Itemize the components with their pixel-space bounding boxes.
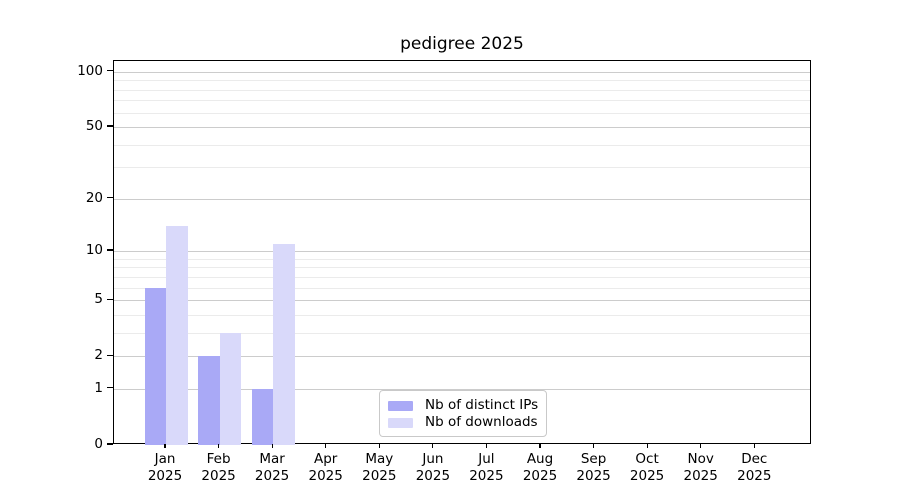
grid-line-minor bbox=[114, 167, 810, 169]
x-tick-mark bbox=[164, 444, 166, 448]
bar-downloads bbox=[273, 244, 295, 445]
legend-item-downloads: Nb of downloads bbox=[388, 414, 538, 431]
x-tick-label: Jul 2025 bbox=[456, 451, 516, 485]
x-tick-mark bbox=[325, 444, 327, 448]
legend-swatch-downloads bbox=[388, 417, 413, 428]
grid-line-minor bbox=[114, 89, 810, 91]
x-tick-month: Jan bbox=[154, 451, 176, 467]
x-tick-month: Feb bbox=[206, 451, 231, 467]
grid-line-minor bbox=[114, 276, 810, 278]
grid-line-major bbox=[114, 300, 810, 302]
y-tick-label: 1 bbox=[94, 379, 103, 396]
grid-line-minor bbox=[114, 314, 810, 316]
y-tick-mark bbox=[107, 125, 113, 127]
x-tick-year: 2025 bbox=[737, 468, 772, 484]
grid-line-major bbox=[114, 127, 810, 128]
y-tick-mark bbox=[107, 298, 113, 300]
legend: Nb of distinct IPs Nb of downloads bbox=[379, 390, 547, 437]
x-tick-year: 2025 bbox=[415, 468, 451, 484]
x-tick-year: 2025 bbox=[522, 468, 558, 484]
grid-line-minor bbox=[114, 287, 810, 289]
x-tick-year: 2025 bbox=[683, 468, 718, 484]
legend-label: Nb of distinct IPs bbox=[425, 397, 539, 413]
x-tick-year: 2025 bbox=[254, 468, 290, 484]
x-tick-mark bbox=[646, 444, 648, 448]
bar-downloads bbox=[166, 226, 188, 445]
x-tick-label: Jan 2025 bbox=[135, 451, 195, 485]
y-tick-label: 5 bbox=[94, 291, 103, 308]
grid-line-major bbox=[114, 71, 810, 73]
x-tick-month: Jun bbox=[422, 451, 444, 467]
plot-area: Nb of distinct IPs Nb of downloads bbox=[113, 60, 811, 445]
legend-item-distinct-ips: Nb of distinct IPs bbox=[388, 397, 539, 414]
x-tick-year: 2025 bbox=[469, 468, 504, 484]
y-tick-label: 100 bbox=[77, 62, 103, 79]
x-tick-mark bbox=[218, 444, 220, 448]
x-tick-year: 2025 bbox=[576, 468, 611, 484]
y-tick-label: 2 bbox=[94, 347, 103, 364]
grid-line-major bbox=[114, 198, 810, 200]
chart-title: pedigree 2025 bbox=[400, 34, 524, 54]
grid-line-minor bbox=[114, 100, 810, 102]
legend-swatch-distinct-ips bbox=[388, 400, 413, 411]
x-tick-year: 2025 bbox=[629, 468, 665, 484]
x-tick-mark bbox=[539, 444, 541, 448]
bar-distinct-ips bbox=[251, 388, 274, 445]
grid-line-major bbox=[114, 388, 810, 390]
y-tick-mark bbox=[107, 443, 113, 445]
x-tick-label: Mar 2025 bbox=[242, 451, 302, 485]
x-tick-month: Nov bbox=[687, 451, 714, 467]
legend-label: Nb of downloads bbox=[425, 414, 538, 430]
x-tick-label: Sep 2025 bbox=[564, 451, 624, 485]
grid-line-minor bbox=[114, 80, 810, 82]
x-tick-mark bbox=[700, 444, 702, 448]
grid-line-minor bbox=[114, 332, 810, 334]
x-tick-label: Aug 2025 bbox=[510, 451, 570, 485]
x-tick-label: May 2025 bbox=[349, 451, 409, 485]
x-tick-month: Sep bbox=[580, 451, 607, 467]
x-tick-mark bbox=[432, 444, 434, 448]
bar-distinct-ips bbox=[144, 287, 166, 445]
x-tick-month: Oct bbox=[635, 451, 659, 467]
x-tick-mark bbox=[485, 444, 487, 448]
x-tick-label: Apr 2025 bbox=[296, 451, 356, 485]
x-tick-year: 2025 bbox=[308, 468, 343, 484]
x-tick-year: 2025 bbox=[201, 468, 236, 484]
grid-line-minor bbox=[114, 144, 810, 146]
x-tick-label: Oct 2025 bbox=[617, 451, 677, 485]
x-tick-mark bbox=[593, 444, 595, 448]
x-tick-label: Nov 2025 bbox=[671, 451, 731, 485]
grid-line-major bbox=[114, 251, 810, 252]
y-tick-label: 10 bbox=[85, 242, 103, 258]
x-tick-label: Feb 2025 bbox=[189, 451, 249, 485]
grid-line-major bbox=[114, 356, 810, 358]
x-tick-label: Dec 2025 bbox=[724, 451, 784, 485]
y-tick-mark bbox=[107, 387, 113, 389]
x-tick-mark bbox=[378, 444, 380, 448]
x-tick-month: Mar bbox=[259, 451, 285, 467]
x-tick-year: 2025 bbox=[147, 468, 183, 484]
y-tick-label: 50 bbox=[85, 118, 103, 134]
x-tick-label: Jun 2025 bbox=[403, 451, 463, 485]
x-tick-month: May bbox=[365, 451, 394, 467]
y-tick-mark bbox=[107, 70, 113, 72]
x-tick-year: 2025 bbox=[362, 468, 397, 484]
y-tick-mark bbox=[107, 354, 113, 356]
bar-downloads bbox=[219, 332, 242, 445]
x-tick-mark bbox=[753, 444, 755, 448]
grid-line-minor bbox=[114, 267, 810, 269]
x-tick-month: Aug bbox=[526, 451, 554, 467]
y-tick-label: 20 bbox=[85, 189, 103, 206]
bar-distinct-ips bbox=[198, 356, 220, 445]
y-tick-mark bbox=[107, 197, 113, 199]
x-tick-month: Apr bbox=[314, 451, 338, 467]
y-tick-label: 0 bbox=[94, 436, 103, 452]
x-tick-mark bbox=[271, 444, 273, 448]
grid-line-minor bbox=[114, 258, 810, 260]
grid-line-minor bbox=[114, 112, 810, 114]
y-tick-mark bbox=[107, 249, 113, 251]
x-tick-month: Dec bbox=[741, 451, 768, 467]
x-tick-month: Jul bbox=[478, 451, 495, 467]
